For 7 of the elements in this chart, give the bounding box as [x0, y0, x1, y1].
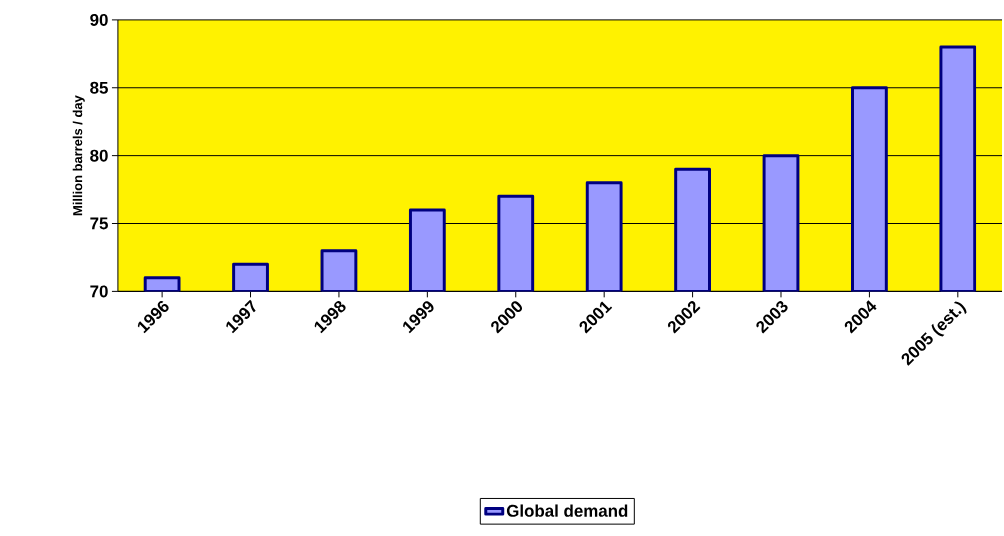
legend-label: Global demand — [506, 504, 628, 517]
y-tick-label: 70 — [90, 285, 108, 298]
y-axis-title: Million barrels / day — [72, 95, 85, 216]
y-tick-label: 75 — [90, 217, 108, 230]
y-tick-label: 90 — [90, 13, 108, 26]
y-tick-label: 85 — [90, 81, 108, 94]
y-tick-label: 80 — [90, 149, 108, 162]
